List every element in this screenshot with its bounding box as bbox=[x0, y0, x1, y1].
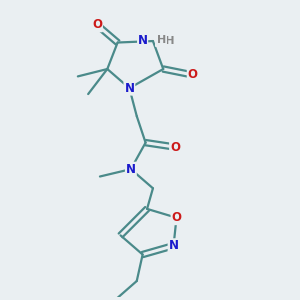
Text: O: O bbox=[92, 18, 102, 32]
Text: O: O bbox=[188, 68, 198, 81]
Text: N: N bbox=[138, 34, 148, 47]
Text: N: N bbox=[126, 163, 136, 176]
Text: NH: NH bbox=[156, 36, 174, 46]
Text: N: N bbox=[124, 82, 134, 95]
Text: O: O bbox=[170, 141, 180, 154]
Text: O: O bbox=[172, 211, 182, 224]
Text: N: N bbox=[169, 239, 178, 252]
Text: H: H bbox=[157, 35, 167, 46]
